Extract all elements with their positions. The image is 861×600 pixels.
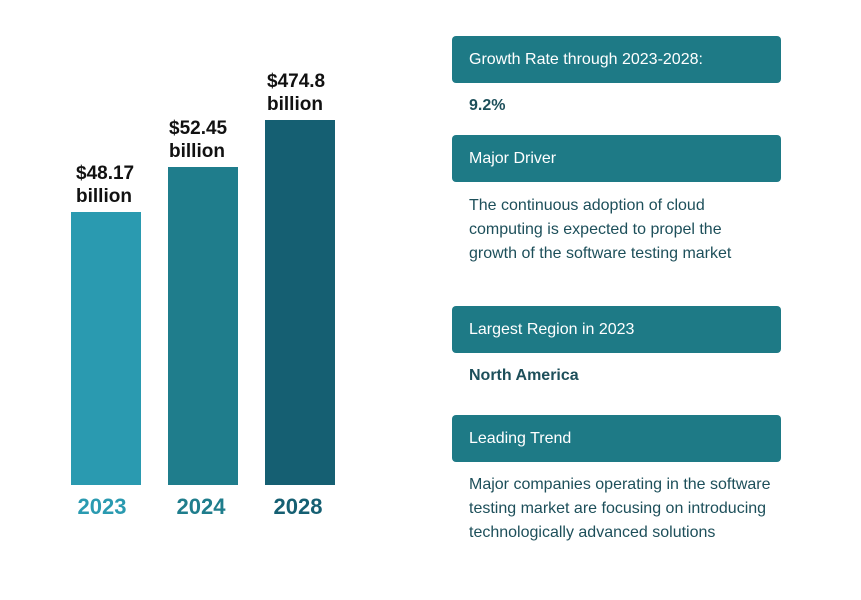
bar bbox=[265, 120, 335, 485]
section-header: Major Driver bbox=[452, 135, 781, 182]
section-text: Major companies operating in the softwar… bbox=[469, 476, 771, 541]
bar bbox=[168, 167, 238, 485]
section-text: 9.2% bbox=[469, 97, 506, 114]
section-header: Growth Rate through 2023-2028: bbox=[452, 36, 781, 83]
section-text: North America bbox=[469, 367, 579, 384]
bar bbox=[71, 212, 141, 485]
section-header: Largest Region in 2023 bbox=[452, 306, 781, 353]
year-label: 2028 bbox=[273, 494, 323, 519]
section-header: Leading Trend bbox=[452, 415, 781, 462]
bar-label: $48.17 billion bbox=[76, 163, 135, 207]
year-label: 2023 bbox=[77, 494, 127, 519]
section-text: The continuous adoption of cloud computi… bbox=[469, 197, 732, 262]
bar-label: $52.45 billion bbox=[169, 118, 228, 162]
year-label: 2024 bbox=[176, 494, 226, 519]
bar-label: $474.8 billion bbox=[267, 71, 326, 115]
